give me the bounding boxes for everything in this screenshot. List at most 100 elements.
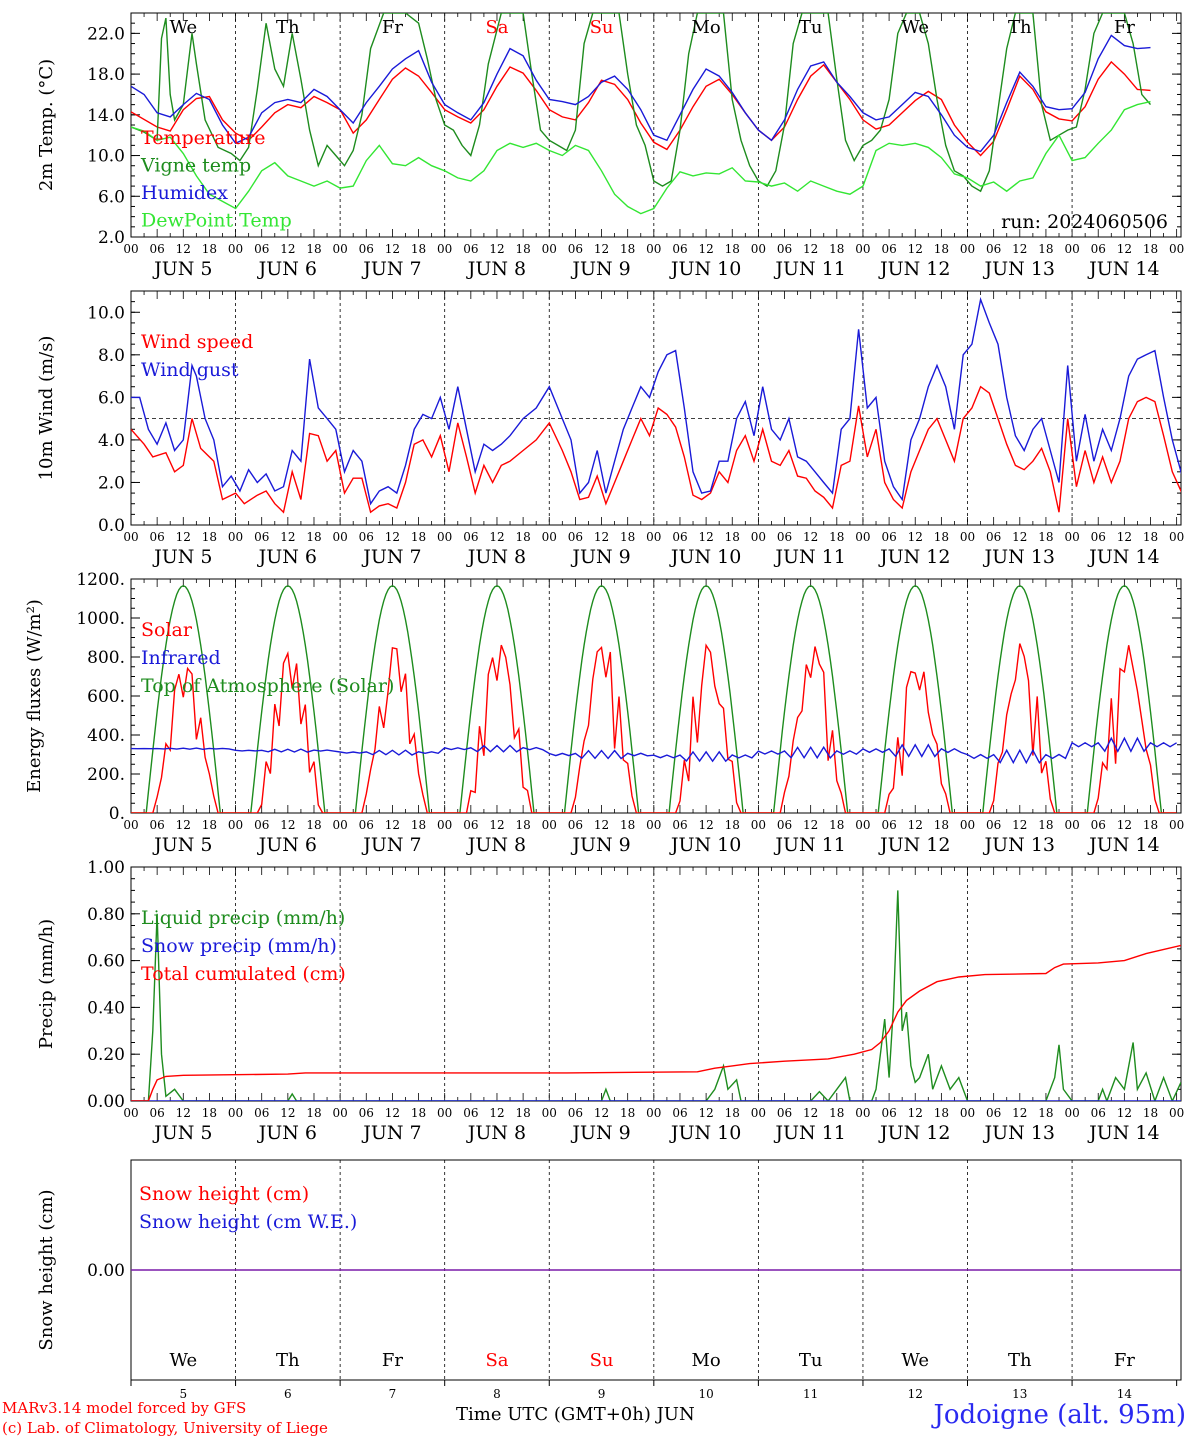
solar-curve [653, 643, 759, 813]
hour-tick-label: 06 [359, 818, 374, 832]
run-label: run: 2024060506 [1001, 211, 1168, 233]
hour-tick-label: 18 [306, 1106, 321, 1120]
bottom-day-name: Tu [799, 1350, 823, 1371]
date-label: JUN 13 [983, 1122, 1055, 1144]
day-name-label: Th [1008, 17, 1032, 38]
series-liquid-precip-mm-h- [131, 890, 1181, 1101]
date-label: JUN 5 [152, 1122, 212, 1144]
series-total-cumulated-cm- [131, 944, 1181, 1101]
bottom-day-name: Mo [691, 1350, 720, 1371]
day-name-label: Th [276, 17, 300, 38]
date-label: JUN 8 [466, 834, 526, 856]
date-label: JUN 10 [669, 546, 741, 568]
toa-curve [235, 585, 341, 813]
hour-tick-label: 00 [123, 1106, 138, 1120]
y-tick-label: 2.0 [98, 228, 125, 248]
y-axis-label: 2m Temp. (°C) [36, 59, 57, 191]
hour-tick-label: 12 [594, 242, 609, 256]
bottom-date-label: 8 [493, 1387, 501, 1401]
bottom-day-name: Sa [485, 1350, 508, 1371]
hour-tick-label: 06 [359, 530, 374, 544]
legend-temperature: Temperature [141, 127, 265, 149]
toa-curve [549, 585, 654, 813]
hour-tick-label: 18 [829, 818, 844, 832]
hour-tick-label: 18 [202, 530, 217, 544]
hour-tick-label: 06 [359, 1106, 374, 1120]
hour-tick-label: 06 [672, 1106, 687, 1120]
y-tick-label: 14.0 [87, 106, 125, 126]
hour-tick-label: 18 [725, 818, 740, 832]
hour-tick-label: 18 [306, 818, 321, 832]
hour-tick-label: 06 [254, 530, 269, 544]
hour-tick-label: 12 [489, 1106, 504, 1120]
hour-tick-label: 12 [176, 530, 191, 544]
bottom-date-label: 6 [284, 1387, 292, 1401]
date-label: JUN 7 [361, 834, 421, 856]
solar-curve [758, 646, 863, 813]
hour-tick-label: 12 [280, 242, 295, 256]
y-tick-label: 1000. [76, 609, 125, 629]
day-name-label: Fr [382, 17, 403, 38]
hour-tick-label: 06 [881, 242, 896, 256]
hour-tick-label: 06 [568, 818, 583, 832]
hour-tick-label: 06 [568, 1106, 583, 1120]
hour-tick-label: 12 [803, 242, 818, 256]
hour-tick-label: 00 [123, 242, 138, 256]
hour-tick-label: 18 [620, 530, 635, 544]
hour-tick-label: 00 [1064, 242, 1079, 256]
hour-tick-label: 12 [1012, 1106, 1027, 1120]
bottom-day-name: Th [276, 1350, 300, 1371]
y-axis-label: Snow height (cm) [36, 1189, 57, 1350]
hour-tick-label: 00 [542, 1106, 557, 1120]
bottom-date-label: 14 [1117, 1387, 1133, 1401]
date-label: JUN 13 [983, 834, 1055, 856]
hour-tick-label: 06 [881, 818, 896, 832]
hour-tick-label: 18 [202, 242, 217, 256]
solar-curve [444, 644, 550, 813]
day-name-label: Sa [485, 17, 508, 38]
hour-tick-label: 00 [751, 242, 766, 256]
hour-tick-label: 06 [150, 242, 165, 256]
series-wind-speed [131, 385, 1181, 514]
hour-tick-label: 06 [150, 818, 165, 832]
hour-tick-label: 06 [777, 530, 792, 544]
hour-tick-label: 18 [934, 530, 949, 544]
hour-tick-label: 00 [542, 818, 557, 832]
y-tick-label: 0.00 [87, 1261, 125, 1281]
y-tick-label: 10.0 [87, 303, 125, 323]
hour-tick-label: 00 [332, 242, 347, 256]
date-label: JUN 9 [570, 1122, 630, 1144]
model-label: MARv3.14 model forced by GFS [2, 1399, 247, 1417]
solar-curve [235, 650, 341, 813]
hour-tick-label: 12 [698, 818, 713, 832]
hour-tick-label: 00 [123, 530, 138, 544]
bottom-day-name: Th [1008, 1350, 1032, 1371]
hour-tick-label: 06 [777, 242, 792, 256]
bottom-day-name: We [169, 1350, 197, 1371]
hour-tick-label: 12 [1012, 530, 1027, 544]
hour-tick-label: 12 [1117, 1106, 1132, 1120]
hour-tick-label: 12 [1012, 242, 1027, 256]
hour-tick-label: 18 [1143, 242, 1158, 256]
date-label: JUN 5 [152, 834, 212, 856]
day-name-label: Mo [691, 17, 720, 38]
y-axis-label: 10m Wind (m/s) [36, 336, 57, 481]
hour-tick-label: 18 [1143, 818, 1158, 832]
legend-total-cumulated-cm-: Total cumulated (cm) [141, 963, 346, 985]
hour-tick-label: 12 [594, 530, 609, 544]
legend-wind-speed: Wind speed [141, 331, 253, 353]
date-label: JUN 11 [773, 258, 845, 280]
solar-curve [967, 643, 1073, 813]
hour-tick-label: 00 [332, 1106, 347, 1120]
hour-tick-label: 18 [620, 818, 635, 832]
hour-tick-label: 06 [986, 818, 1001, 832]
hour-tick-label: 06 [881, 1106, 896, 1120]
hour-tick-label: 00 [751, 530, 766, 544]
date-label: JUN 8 [466, 258, 526, 280]
hour-tick-label: 06 [1091, 1106, 1106, 1120]
hour-tick-label: 12 [280, 530, 295, 544]
y-tick-label: 0. [109, 804, 125, 824]
hour-tick-label: 12 [385, 1106, 400, 1120]
hour-tick-label: 18 [725, 530, 740, 544]
date-label: JUN 12 [878, 546, 950, 568]
